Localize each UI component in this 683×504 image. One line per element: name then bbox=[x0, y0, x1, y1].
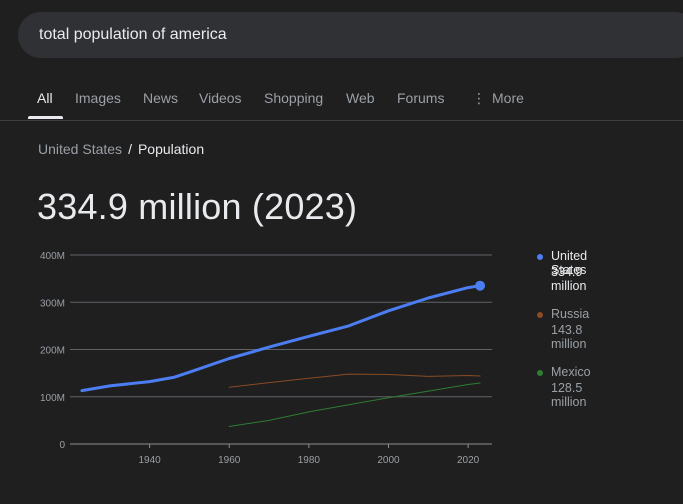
tab-news[interactable]: News bbox=[143, 90, 179, 106]
series-endpoint-united-states bbox=[475, 280, 486, 291]
legend-value: 128.5 million bbox=[551, 381, 587, 409]
population-headline: 334.9 million (2023) bbox=[37, 186, 358, 227]
series-line-russia bbox=[228, 373, 481, 388]
more-vertical-icon: ⋮ bbox=[472, 90, 486, 106]
legend-value: 334.9 million bbox=[551, 265, 587, 293]
x-tick-label: 2020 bbox=[457, 455, 480, 466]
search-bar[interactable] bbox=[18, 12, 683, 58]
y-tick-label: 400M bbox=[40, 251, 65, 262]
legend-dot-united-states bbox=[537, 254, 543, 260]
tabs-divider bbox=[0, 120, 683, 121]
tab-all[interactable]: All bbox=[37, 90, 53, 106]
tab-shopping[interactable]: Shopping bbox=[264, 90, 324, 106]
x-tick-label: 1940 bbox=[138, 455, 161, 466]
tab-images[interactable]: Images bbox=[75, 90, 121, 106]
series-line-mexico bbox=[228, 382, 481, 427]
tab-more[interactable]: ⋮ More bbox=[472, 90, 524, 120]
active-tab-indicator bbox=[28, 116, 63, 119]
legend-value: 143.8 million bbox=[551, 323, 587, 351]
legend-name: United States bbox=[551, 249, 588, 277]
breadcrumb-parent-link[interactable]: United States bbox=[38, 141, 123, 157]
tab-more-label: More bbox=[492, 90, 524, 106]
population-line-chart[interactable]: 0 100M 200M 300M 400M 1940 1960 1980 2000 2020 bbox=[0, 240, 520, 470]
x-tick-label: 1960 bbox=[218, 455, 241, 466]
breadcrumb-current: Population bbox=[137, 141, 205, 157]
x-tick-label: 1980 bbox=[298, 455, 321, 466]
series-line-united-states bbox=[80, 284, 482, 393]
y-tick-label: 0 bbox=[59, 440, 65, 451]
legend-name: Russia bbox=[551, 307, 590, 321]
legend-dot-russia bbox=[537, 312, 543, 318]
breadcrumb-separator: / bbox=[128, 141, 132, 157]
x-tick-label: 2000 bbox=[377, 455, 400, 466]
y-tick-label: 100M bbox=[40, 393, 65, 404]
search-input[interactable] bbox=[39, 26, 639, 44]
tab-videos[interactable]: Videos bbox=[199, 90, 242, 106]
tab-web[interactable]: Web bbox=[346, 90, 375, 106]
y-tick-label: 200M bbox=[40, 346, 65, 357]
legend-dot-mexico bbox=[537, 370, 543, 376]
tab-forums[interactable]: Forums bbox=[397, 90, 445, 106]
search-tabs: All Images News Videos Shopping Web Foru… bbox=[0, 90, 683, 120]
legend-name: Mexico bbox=[551, 365, 591, 379]
y-tick-label: 300M bbox=[40, 298, 65, 309]
breadcrumb: United States / Population bbox=[38, 141, 204, 157]
